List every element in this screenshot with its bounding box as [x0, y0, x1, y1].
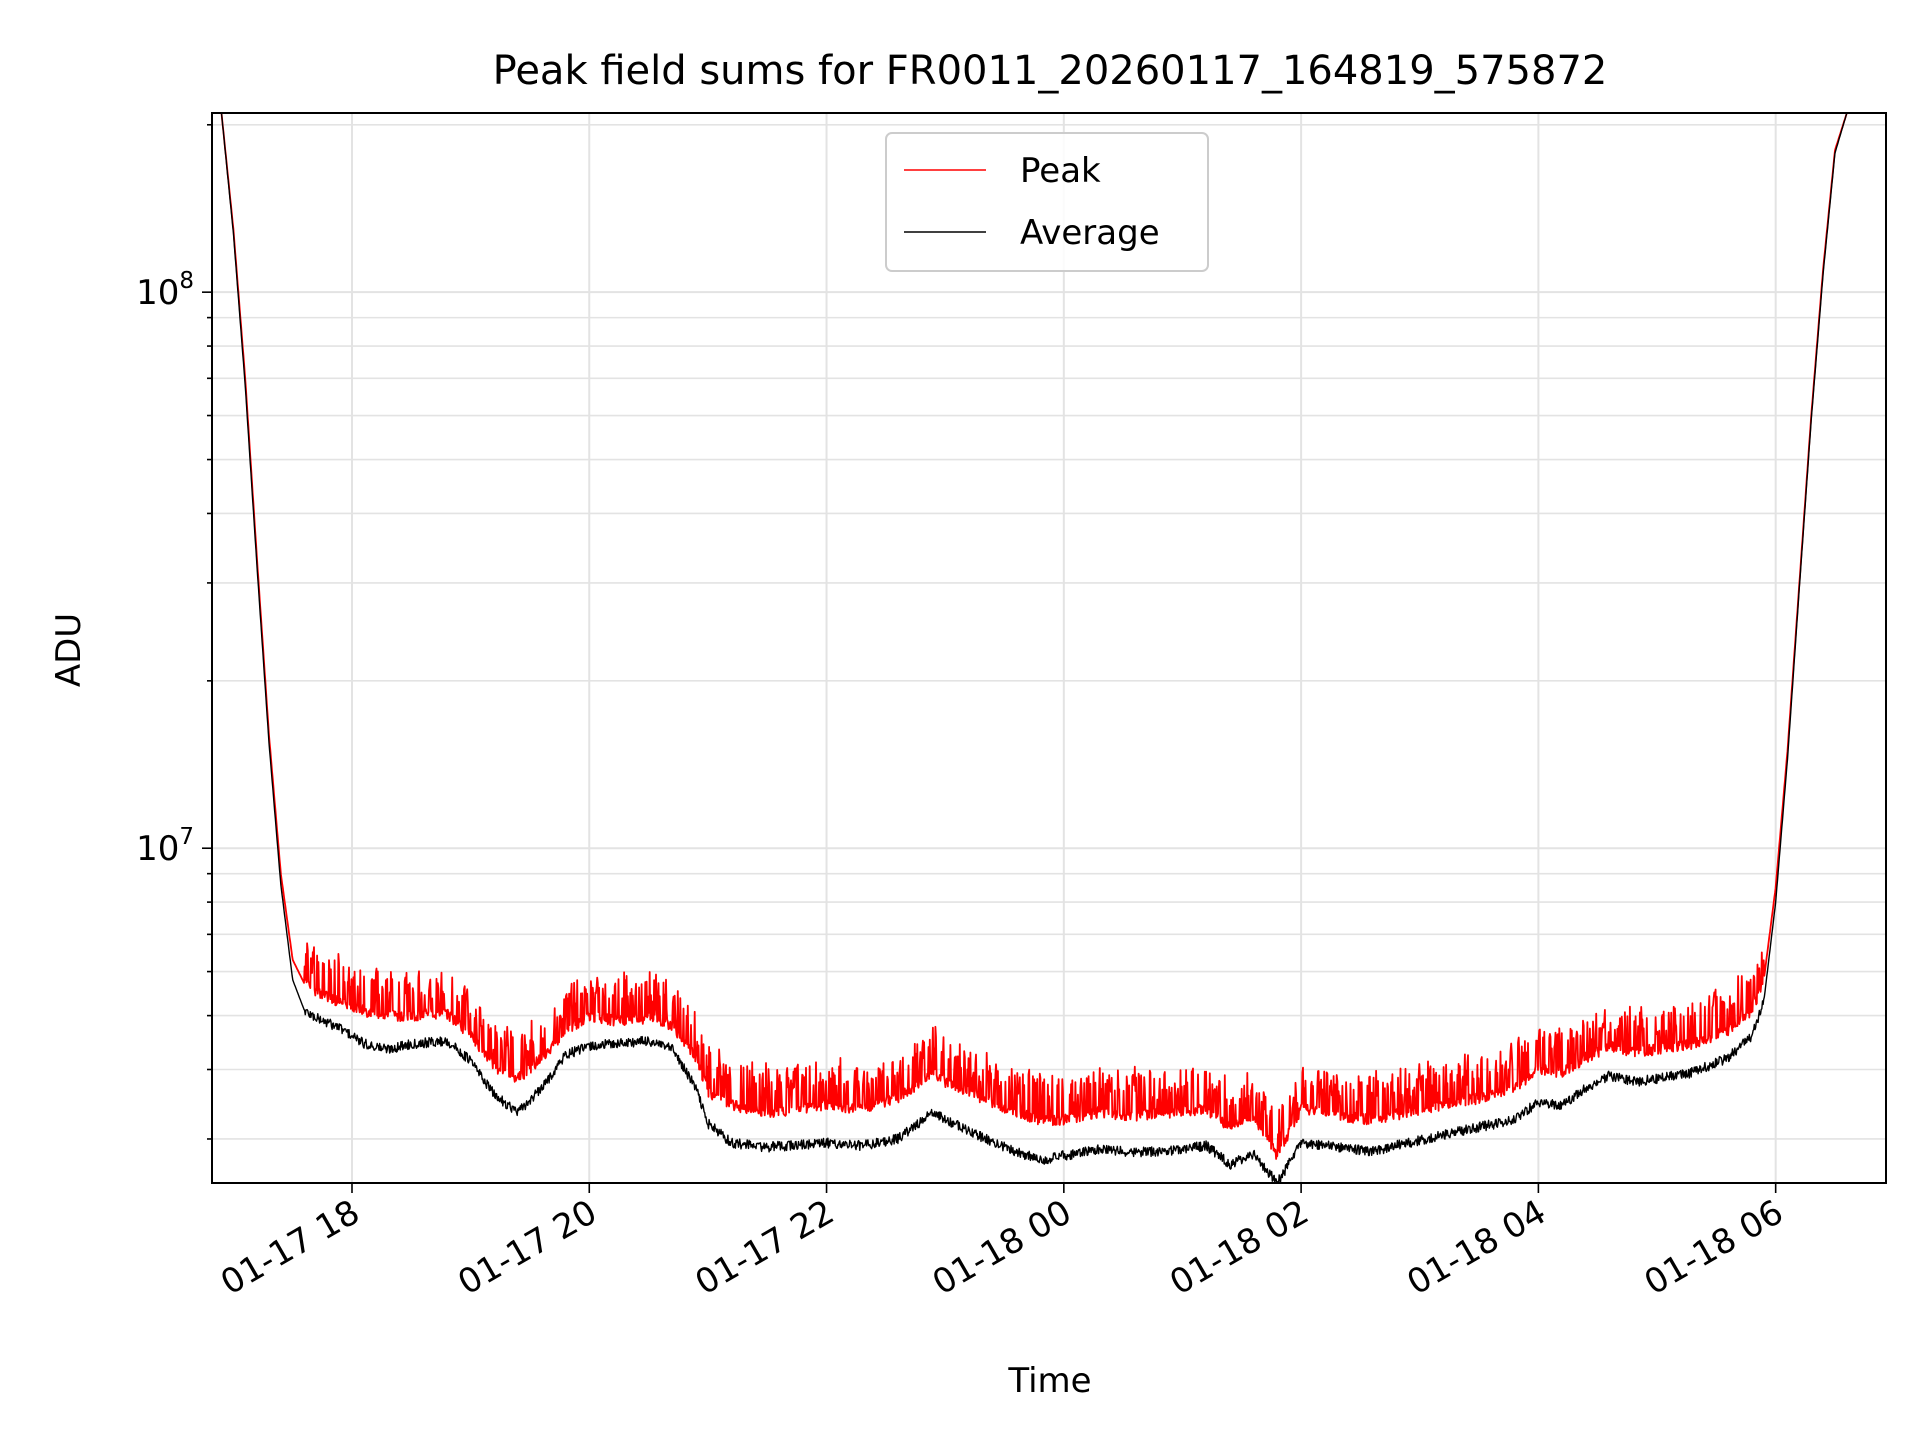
- legend-label-average: Average: [1020, 213, 1160, 253]
- series-line-peak: [220, 113, 1848, 1160]
- grid: [212, 113, 1886, 1183]
- legend-box: [885, 132, 1209, 272]
- y-tick-label: 107: [136, 824, 194, 869]
- series-line-average: [220, 113, 1848, 1183]
- legend-label-peak: Peak: [1020, 151, 1101, 191]
- y-tick-label: 108: [136, 268, 194, 313]
- legend: Peak Average: [885, 132, 1209, 272]
- plot-frame: [211, 112, 1887, 1184]
- series-layer: [220, 113, 1848, 1183]
- y-axis-label: ADU: [49, 613, 89, 687]
- x-axis-label: Time: [1007, 1361, 1091, 1401]
- chart-title: Peak field sums for FR0011_20260117_1648…: [493, 48, 1608, 94]
- y-axis-ticks: 107 108: [136, 123, 212, 1140]
